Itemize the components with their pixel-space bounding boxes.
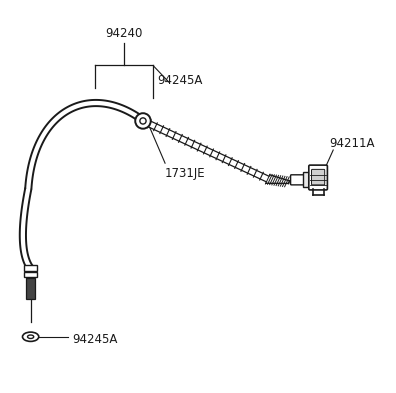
Circle shape <box>135 113 151 129</box>
Text: 94211A: 94211A <box>330 137 375 150</box>
Text: 94245A: 94245A <box>157 74 203 87</box>
Text: 94240: 94240 <box>106 27 143 40</box>
FancyBboxPatch shape <box>312 169 325 185</box>
Circle shape <box>140 118 146 124</box>
Text: 94245A: 94245A <box>72 333 118 346</box>
Ellipse shape <box>23 332 39 342</box>
Bar <box>25 265 37 270</box>
Text: 1731JE: 1731JE <box>165 167 206 180</box>
FancyBboxPatch shape <box>309 165 327 190</box>
FancyBboxPatch shape <box>291 175 304 185</box>
Bar <box>27 278 35 299</box>
Bar <box>303 172 310 187</box>
Bar <box>25 272 37 277</box>
Ellipse shape <box>28 335 34 338</box>
Bar <box>27 278 35 299</box>
